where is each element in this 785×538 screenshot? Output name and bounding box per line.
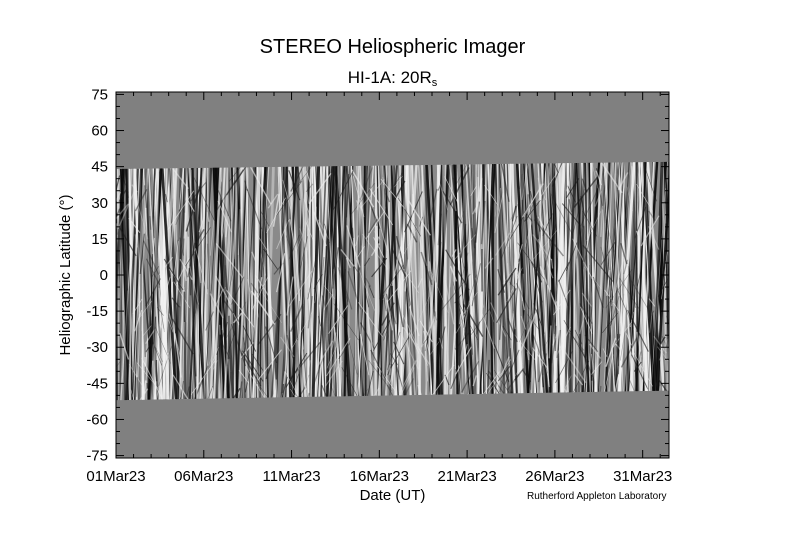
data-band-texture [116, 161, 669, 401]
y-tick-label: 15 [91, 231, 108, 248]
x-tick-label: 11Mar23 [263, 468, 321, 485]
x-tick-label: 31Mar23 [613, 468, 672, 485]
y-tick-label: -15 [86, 303, 108, 320]
y-tick-labels: 75 60 45 30 15 0 -15 -30 -45 -60 -75 [86, 86, 108, 464]
y-tick-label: 75 [91, 86, 108, 103]
chart-title: STEREO Heliospheric Imager [259, 36, 526, 58]
fine-texture [116, 161, 669, 401]
y-tick-label: -30 [86, 339, 108, 356]
x-tick-label: 26Mar23 [525, 468, 584, 485]
x-axis-label: Date (UT) [360, 487, 426, 504]
x-tick-label: 01Mar23 [86, 468, 145, 485]
y-axis-label: Heliographic Latitude (°) [57, 194, 74, 355]
y-tick-label: -45 [86, 375, 108, 392]
y-tick-label: 30 [91, 195, 108, 212]
x-tick-label: 06Mar23 [174, 468, 233, 485]
streak-texture [116, 161, 669, 401]
data-band [116, 161, 669, 401]
y-tick-label: 45 [91, 159, 108, 176]
axis-ticks [115, 92, 669, 458]
x-tick-label: 16Mar23 [350, 468, 409, 485]
y-tick-label: -60 [86, 411, 108, 428]
chart-subtitle: HI-1A: 20Rs [347, 68, 438, 89]
y-tick-label: -75 [86, 448, 108, 465]
y-tick-label: 60 [91, 123, 108, 140]
y-tick-label: 0 [100, 267, 108, 284]
x-tick-labels: 01Mar23 06Mar23 11Mar23 16Mar23 21Mar23 26Mar… [86, 468, 672, 485]
x-tick-label: 21Mar23 [438, 468, 497, 485]
credit-text: Rutherford Appleton Laboratory [527, 491, 667, 502]
